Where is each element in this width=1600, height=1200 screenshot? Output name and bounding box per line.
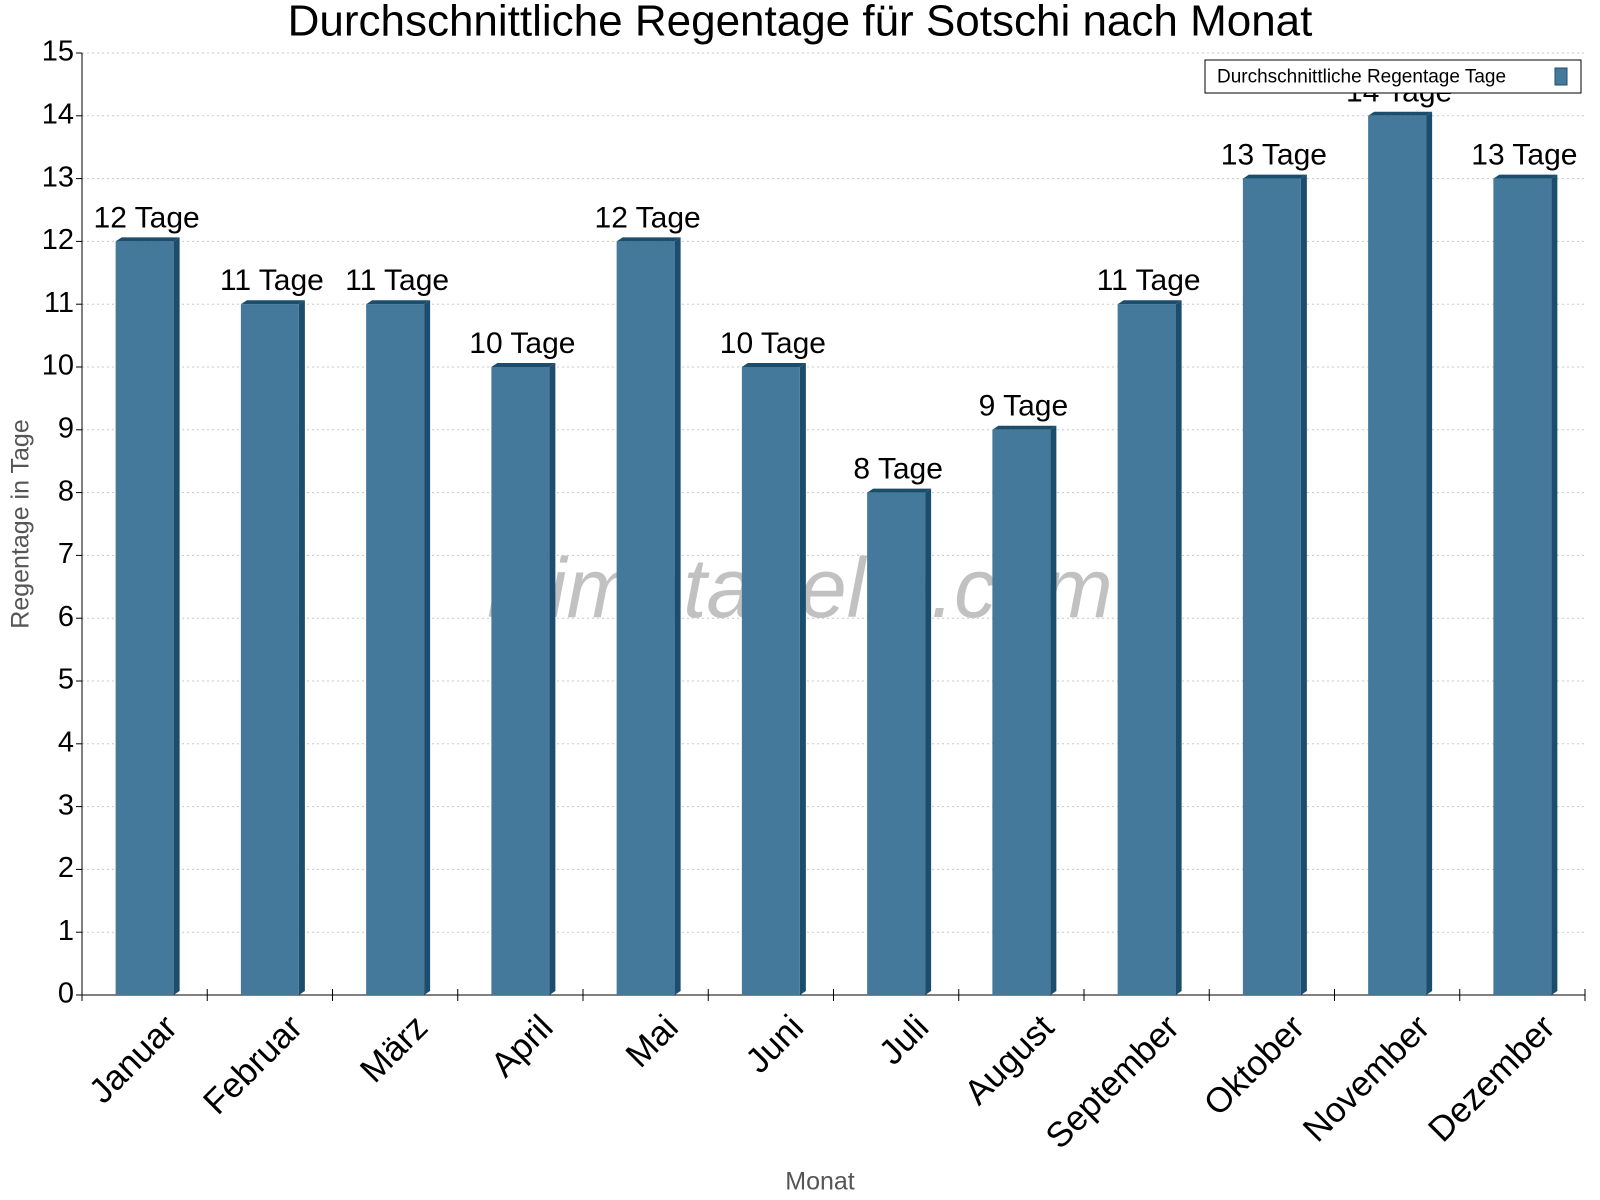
bar-top [741, 363, 806, 367]
bar-side [674, 237, 681, 995]
value-label: 13 Tage [1471, 139, 1577, 172]
bar [115, 241, 174, 995]
bar-side [298, 300, 305, 995]
x-tick-label: Juli [872, 1008, 937, 1073]
bar-top [867, 488, 932, 493]
value-label: 13 Tage [1221, 139, 1327, 172]
bar-top [1242, 174, 1307, 179]
y-tick-label: 2 [58, 852, 74, 884]
legend-swatch [1554, 67, 1568, 86]
x-tick-label: November [1296, 1007, 1438, 1149]
legend-box [1204, 59, 1582, 94]
bar-side [549, 363, 556, 995]
y-tick-label: 7 [58, 538, 74, 570]
y-tick-label: 13 [42, 161, 74, 193]
value-label: 10 Tage [720, 327, 826, 360]
bar-side [424, 300, 431, 995]
value-label: 11 Tage [345, 264, 449, 297]
bar-side [1551, 174, 1558, 996]
bar-side [173, 237, 180, 995]
x-tick-label: Mai [618, 1008, 685, 1075]
x-tick-label: Januar [82, 1007, 185, 1110]
value-label: 8 Tage [853, 453, 943, 486]
chart-title: Durchschnittliche Regentage für Sotschi … [288, 0, 1313, 46]
bar [1242, 178, 1301, 996]
x-tick-label: April [483, 1008, 560, 1085]
y-tick-label: 12 [42, 224, 74, 256]
bar [1493, 178, 1552, 996]
y-axis-label: Regentage in Tage [7, 419, 35, 628]
x-tick-label: Februar [196, 1007, 310, 1121]
bar-side [1175, 300, 1182, 995]
x-tick-label: Juni [738, 1008, 811, 1081]
bar [741, 367, 800, 995]
bar [366, 304, 425, 995]
y-tick-label: 0 [58, 978, 74, 1010]
bar-side [1300, 174, 1307, 996]
bar [616, 241, 675, 995]
bar-top [1493, 174, 1558, 179]
bar [491, 367, 550, 995]
x-tick-label: März [353, 1008, 436, 1091]
bar [1368, 115, 1427, 996]
y-tick-label: 6 [58, 601, 74, 633]
y-tick-label: 1 [58, 915, 74, 947]
value-label: 11 Tage [220, 264, 324, 297]
value-label: 12 Tage [94, 201, 200, 234]
value-label: 10 Tage [469, 327, 575, 360]
value-label: 11 Tage [1097, 264, 1201, 297]
bar-top [115, 237, 180, 242]
value-label: 12 Tage [595, 201, 701, 234]
bar-side [1050, 425, 1057, 995]
y-tick-label: 8 [58, 475, 74, 507]
y-tick-label: 4 [58, 726, 74, 758]
bar-top [616, 237, 681, 242]
y-tick-label: 15 [42, 36, 74, 68]
bar-top [491, 363, 556, 367]
y-tick-label: 3 [58, 789, 74, 821]
y-tick-label: 11 [44, 287, 74, 319]
bar-top [1368, 111, 1433, 116]
bar-top [240, 300, 305, 305]
y-tick-label: 14 [42, 98, 74, 130]
x-tick-label: August [957, 1007, 1062, 1112]
x-tick-label: Oktober [1196, 1007, 1312, 1123]
bar-side [1426, 111, 1433, 996]
x-tick-label: Dezember [1421, 1007, 1563, 1149]
bar-side [925, 488, 932, 995]
y-tick-label: 9 [58, 412, 74, 444]
bar [1117, 304, 1176, 995]
bar-side [799, 363, 806, 995]
y-tick-label: 5 [58, 664, 74, 696]
bar [240, 304, 299, 995]
value-label: 9 Tage [979, 390, 1069, 423]
bar-top [366, 300, 431, 305]
legend-label: Durchschnittliche Regentage Tage [1217, 67, 1506, 88]
x-tick-label: September [1038, 1007, 1187, 1156]
bar [992, 429, 1051, 995]
bar [867, 492, 926, 995]
x-axis-label: Monat [785, 1168, 855, 1196]
bar-top [992, 425, 1057, 430]
bar-top [1117, 300, 1182, 305]
y-tick-label: 10 [42, 350, 74, 382]
